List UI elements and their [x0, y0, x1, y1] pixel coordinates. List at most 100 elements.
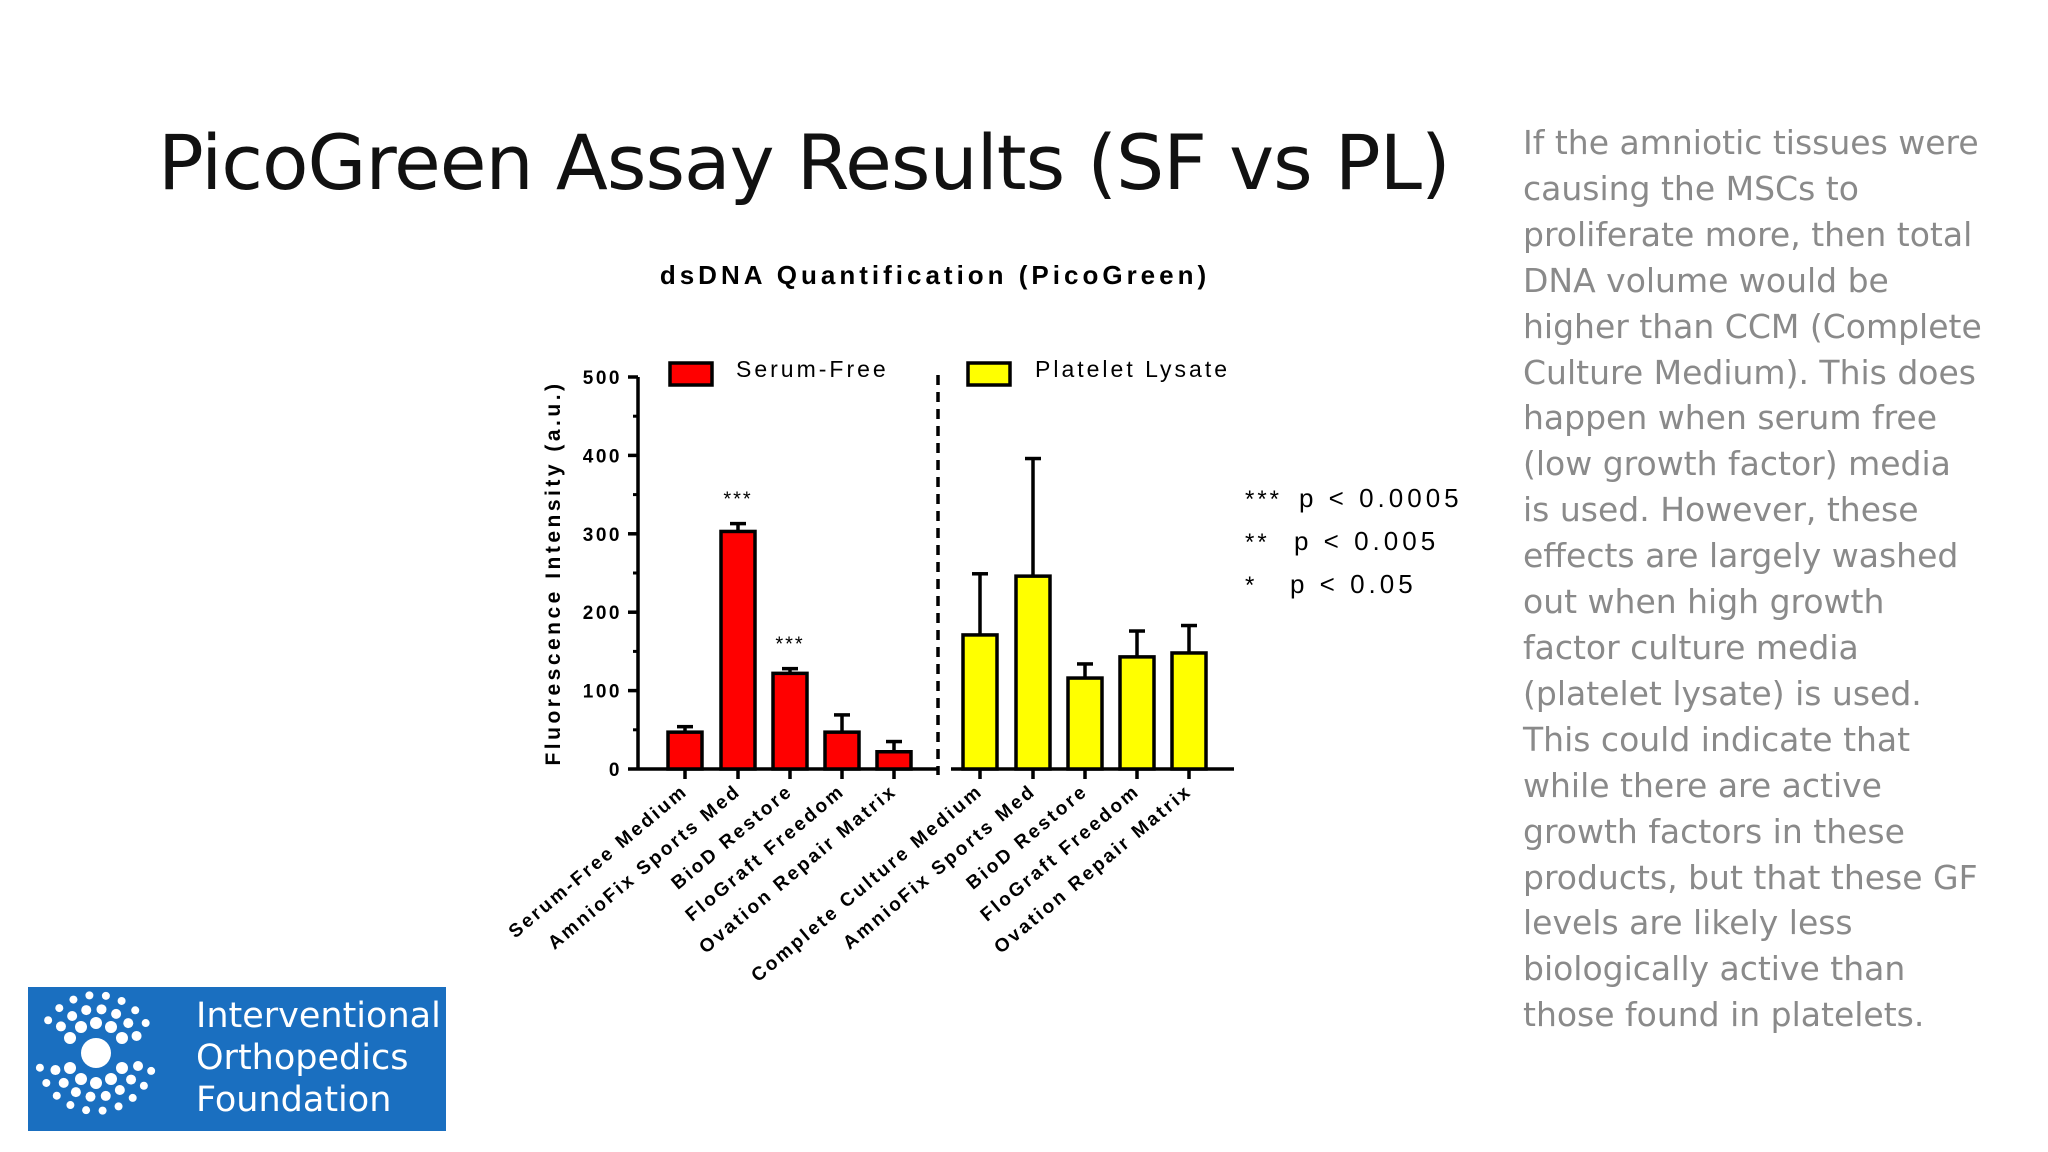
logo-line-2: Orthopedics: [196, 1038, 409, 1078]
explanation-line: If the amniotic tissues were: [1523, 123, 1979, 162]
logo-dot: [131, 1006, 140, 1015]
logo-dot: [100, 1090, 111, 1101]
logo-line-3: Foundation: [196, 1080, 392, 1120]
logo-dot: [66, 1101, 75, 1110]
logo-dot: [85, 991, 94, 1000]
logo-dot: [52, 1091, 61, 1100]
explanation-line: effects are largely washed: [1523, 536, 1959, 576]
explanation-line: Culture Medium). This does: [1523, 352, 1976, 392]
y-tick-label: 400: [583, 446, 622, 467]
y-axis-label: Fluorescence Intensity (a.u.): [542, 380, 565, 765]
bar: [1066, 676, 1104, 771]
logo-dot: [58, 1077, 69, 1088]
logo-dot: [90, 1077, 102, 1089]
legend-swatch: [668, 361, 714, 387]
explanation-line: (platelet lysate) is used.: [1523, 673, 1922, 713]
significance-key-stars: **: [1245, 529, 1270, 556]
logo-dot: [55, 1004, 64, 1013]
logo-dot: [67, 1011, 78, 1022]
explanation-line: growth factors in these: [1523, 811, 1905, 851]
explanation-line: higher than CCM (Complete: [1523, 306, 1982, 346]
explanation-line: (low growth factor) media: [1523, 444, 1951, 484]
y-tick-label: 300: [583, 525, 622, 546]
logo-dot: [117, 996, 126, 1005]
y-tick-label: 200: [583, 603, 622, 624]
dots-logo-icon: [35, 991, 156, 1115]
explanation-line: factor culture media: [1523, 627, 1859, 667]
logo-dot: [105, 1021, 117, 1034]
explanation-line: causing the MSCs to: [1523, 168, 1859, 208]
explanation-line: This could indicate that: [1523, 719, 1911, 759]
chart-title: dsDNA Quantification (PicoGreen): [660, 260, 1210, 290]
logo-dot: [85, 1091, 96, 1102]
bar: [771, 671, 809, 771]
bar: [1118, 655, 1156, 771]
explanation-line: biologically active than: [1523, 949, 1906, 989]
significance-key-stars: *: [1245, 572, 1257, 599]
logo-dot: [55, 1021, 66, 1032]
significance-key-text: p < 0.005: [1294, 526, 1439, 556]
logo-dot: [70, 1087, 81, 1098]
explanation-line: out when high growth: [1523, 582, 1885, 622]
bar: [1014, 574, 1052, 771]
logo-dot: [114, 1102, 123, 1111]
logo-dot: [133, 1061, 144, 1072]
logo-dot: [139, 1081, 148, 1090]
logo-dot: [75, 1021, 87, 1034]
logo-dot: [114, 1084, 125, 1095]
significance-marker: ***: [775, 634, 804, 656]
bar: [719, 529, 757, 771]
explanation-line: DNA volume would be: [1523, 260, 1889, 300]
explanation-line: levels are likely less: [1523, 903, 1853, 943]
significance-marker: ***: [723, 489, 752, 511]
logo-dot: [35, 1063, 44, 1072]
logo-dot: [75, 1072, 87, 1085]
logo-dot: [82, 1106, 91, 1115]
explanation-line: happen when serum free: [1523, 398, 1938, 438]
legend-label: Platelet Lysate: [1035, 356, 1230, 382]
logo-line-1: Interventional: [196, 996, 441, 1036]
explanation-line: while there are active: [1523, 765, 1882, 805]
logo-dot: [128, 1093, 137, 1102]
logo-dot: [81, 1038, 111, 1068]
explanation-line: is used. However, these: [1523, 490, 1919, 530]
logo-dot: [64, 1062, 77, 1074]
explanation-line: those found in platelets.: [1523, 995, 1925, 1035]
significance-key-text: p < 0.0005: [1299, 483, 1463, 513]
bar: [875, 750, 913, 771]
bar: [1170, 651, 1208, 771]
logo-dot: [64, 1032, 77, 1044]
logo-dot: [111, 1008, 122, 1019]
logo-dot: [147, 1066, 156, 1075]
logo-dot: [44, 1016, 53, 1025]
explanation-line: proliferate more, then total: [1523, 214, 1973, 254]
bar: [961, 633, 999, 771]
bar: [823, 730, 861, 771]
y-tick-label: 100: [583, 682, 622, 703]
logo-dot: [126, 1074, 137, 1085]
y-tick-label: 500: [583, 368, 622, 389]
logo-dot: [101, 991, 110, 1000]
iof-logo: Interventional Orthopedics Foundation: [28, 987, 446, 1131]
significance-key-text: p < 0.05: [1290, 569, 1417, 599]
y-tick-label: 0: [609, 760, 622, 781]
logo-dot: [81, 1005, 92, 1016]
bar: [666, 730, 704, 771]
significance-key-stars: ***: [1245, 486, 1282, 513]
explanation-line: products, but that these GF: [1523, 857, 1978, 897]
logo-dot: [123, 1018, 134, 1029]
explanation-text: If the amniotic tissues were causing the …: [1523, 120, 2023, 1038]
legend-label: Serum-Free: [736, 356, 889, 382]
logo-dot: [69, 995, 78, 1004]
logo-dot: [98, 1106, 107, 1115]
legend-swatch: [966, 361, 1012, 387]
logo-dot: [141, 1019, 150, 1028]
logo-dot: [90, 1017, 102, 1029]
logo-dot: [115, 1062, 128, 1074]
logo-dot: [50, 1065, 61, 1076]
logo-dot: [96, 1004, 107, 1015]
logo-dot: [131, 1030, 142, 1041]
logo-dot: [42, 1078, 51, 1087]
logo-dot: [105, 1072, 117, 1085]
